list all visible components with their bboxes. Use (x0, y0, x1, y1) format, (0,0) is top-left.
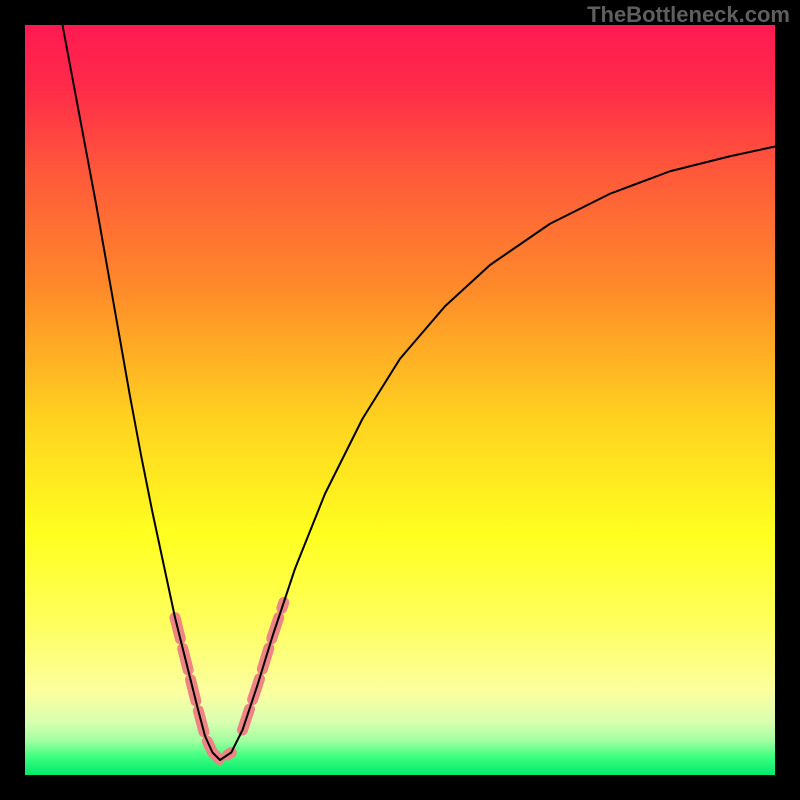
highlight-segment (175, 618, 231, 761)
bottleneck-curve (25, 25, 775, 775)
chart-root: TheBottleneck.com (0, 0, 800, 800)
plot-area (25, 25, 775, 775)
main-curve-path (63, 25, 776, 760)
